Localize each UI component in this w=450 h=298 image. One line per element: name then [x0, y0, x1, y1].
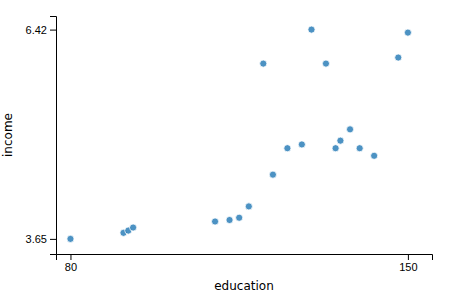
x-axis-label: education — [214, 279, 274, 293]
y-axis-label: income — [1, 113, 15, 157]
tick: 80 — [65, 254, 77, 273]
point — [308, 26, 315, 33]
points — [67, 26, 412, 242]
y-axis: 3.65 6.42 — [26, 17, 57, 255]
point — [395, 54, 402, 61]
tick-label: 80 — [65, 261, 77, 273]
point — [260, 60, 267, 67]
tick: 150 — [399, 254, 417, 273]
point — [226, 216, 233, 223]
point — [269, 171, 276, 178]
tick-label: 150 — [399, 261, 417, 273]
tick: 3.65 — [26, 233, 56, 245]
point — [337, 137, 344, 144]
tick-mark — [50, 30, 56, 31]
point — [371, 152, 378, 159]
plot: 80 150 3.65 6.42 education income — [1, 17, 433, 294]
tick-mark — [408, 254, 409, 260]
point — [212, 218, 219, 225]
point — [245, 203, 252, 210]
axis-line — [57, 255, 433, 261]
axis-line — [50, 17, 57, 255]
point — [130, 224, 137, 231]
point — [346, 126, 353, 133]
tick-mark — [50, 239, 56, 240]
point — [67, 235, 74, 242]
tick-mark — [70, 254, 71, 260]
point — [298, 141, 305, 148]
x-axis: 80 150 — [57, 254, 433, 273]
point — [356, 145, 363, 152]
point — [322, 60, 329, 67]
tick-label: 6.42 — [26, 24, 47, 36]
chart: 80 150 3.65 6.42 education income — [0, 0, 450, 298]
point — [332, 145, 339, 152]
tick: 6.42 — [26, 24, 56, 36]
point — [404, 29, 411, 36]
point — [284, 145, 291, 152]
tick-label: 3.65 — [26, 233, 47, 245]
point — [236, 214, 243, 221]
